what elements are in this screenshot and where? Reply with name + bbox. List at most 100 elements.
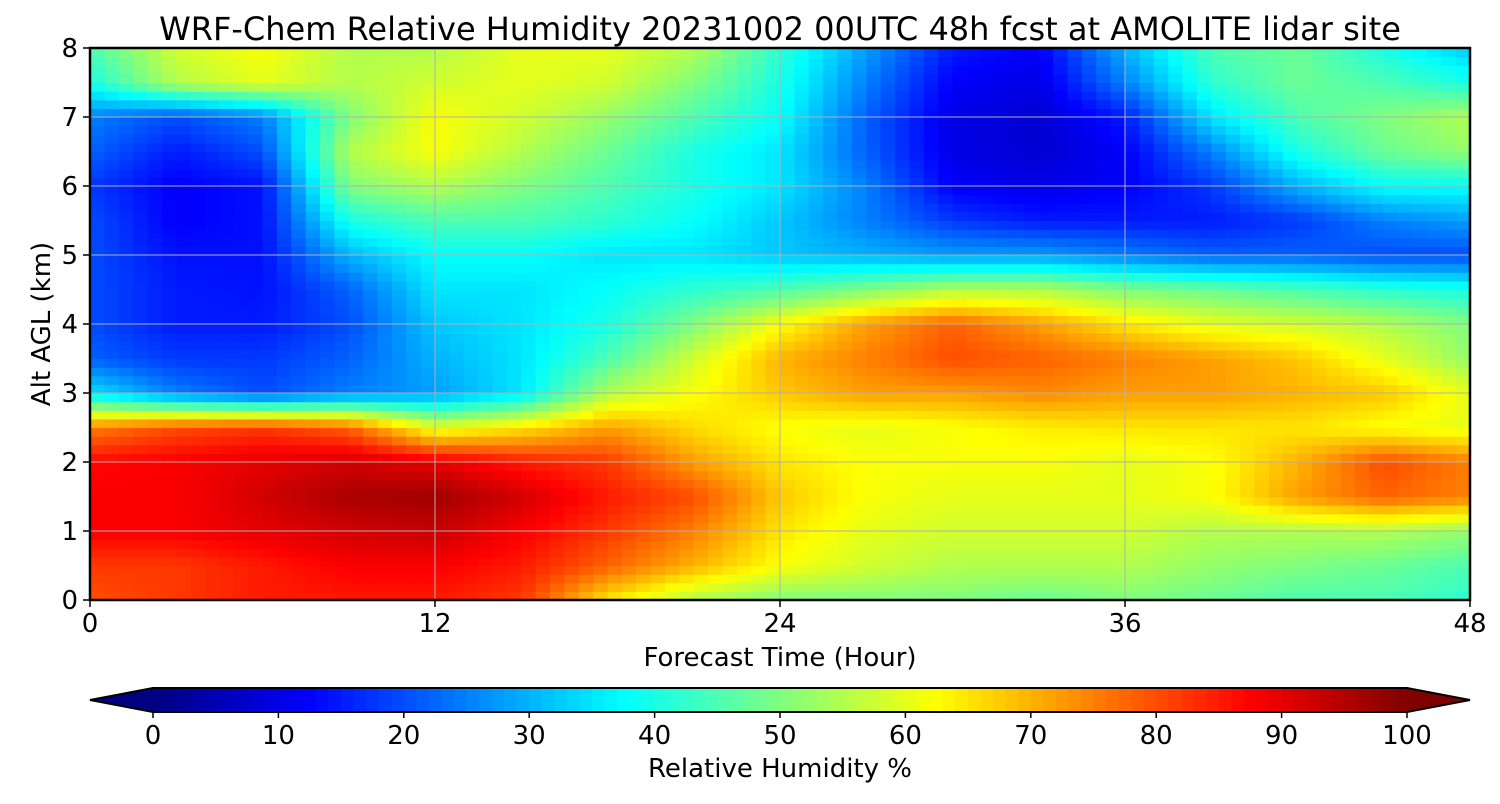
heatmap-cell	[190, 349, 206, 360]
heatmap-cell	[90, 548, 105, 558]
heatmap-cell	[1182, 280, 1198, 291]
heatmap-cell	[923, 410, 939, 420]
heatmap-cell	[90, 298, 105, 308]
heatmap-cell	[909, 436, 925, 446]
heatmap-cell	[305, 531, 321, 541]
heatmap-cell	[118, 470, 134, 480]
heatmap-cell	[1268, 186, 1284, 196]
heatmap-cell	[506, 436, 522, 446]
heatmap-cell	[621, 194, 637, 204]
heatmap-cell	[521, 255, 537, 265]
heatmap-cell	[665, 574, 680, 584]
heatmap-cell	[320, 548, 335, 558]
heatmap-cell	[305, 375, 321, 385]
heatmap-cell	[751, 332, 767, 342]
heatmap-cell	[808, 298, 824, 308]
heatmap-cell	[1398, 505, 1414, 515]
heatmap-cell	[147, 513, 163, 523]
heatmap-cell	[363, 418, 379, 429]
heatmap-cell	[851, 186, 867, 196]
heatmap-cell	[650, 556, 666, 567]
heatmap-cell	[693, 358, 709, 368]
heatmap-cell	[1038, 280, 1054, 291]
heatmap-cell	[535, 384, 551, 394]
heatmap-cell	[1024, 246, 1040, 256]
heatmap-cell	[1182, 487, 1198, 498]
heatmap-cell	[363, 280, 379, 291]
heatmap-cell	[866, 263, 882, 273]
heatmap-cell	[895, 427, 910, 437]
heatmap-cell	[435, 203, 450, 213]
heatmap-cell	[1426, 479, 1442, 489]
heatmap-cell	[1326, 384, 1342, 394]
heatmap-cell	[406, 220, 422, 230]
heatmap-cell	[765, 531, 781, 541]
heatmap-cell	[550, 324, 565, 334]
heatmap-cell	[1268, 444, 1284, 454]
heatmap-cell	[90, 349, 105, 360]
heatmap-cell	[291, 487, 307, 498]
heatmap-cell	[176, 539, 192, 549]
heatmap-cell	[1268, 462, 1284, 472]
heatmap-cell	[1196, 306, 1212, 316]
heatmap-cell	[161, 513, 177, 523]
heatmap-cell	[1383, 229, 1399, 239]
heatmap-cell	[190, 427, 206, 437]
heatmap-cell	[1268, 237, 1284, 247]
heatmap-cell	[1254, 255, 1270, 265]
heatmap-cell	[823, 280, 839, 291]
heatmap-cell	[320, 444, 335, 454]
heatmap-cell	[449, 151, 465, 161]
heatmap-cell	[334, 436, 350, 446]
heatmap-cell	[406, 341, 422, 351]
heatmap-cell	[1297, 194, 1313, 204]
heatmap-cell	[1225, 349, 1241, 360]
heatmap-cell	[463, 556, 479, 567]
heatmap-cell	[1441, 513, 1457, 523]
heatmap-cell	[1067, 496, 1083, 506]
heatmap-cell	[492, 565, 508, 575]
heatmap-cell	[406, 470, 422, 480]
heatmap-cell	[535, 574, 551, 584]
heatmap-cell	[593, 410, 609, 420]
heatmap-cell	[1139, 565, 1155, 575]
heatmap-cell	[550, 565, 565, 575]
heatmap-cell	[837, 444, 853, 454]
heatmap-cell	[205, 436, 220, 446]
heatmap-cell	[478, 505, 494, 515]
heatmap-cell	[751, 384, 767, 394]
heatmap-cell	[1110, 160, 1126, 170]
heatmap-cell	[621, 462, 637, 472]
heatmap-cell	[952, 367, 968, 377]
heatmap-cell	[334, 367, 350, 377]
heatmap-cell	[391, 513, 407, 523]
heatmap-cell	[377, 462, 393, 472]
heatmap-cell	[866, 453, 882, 463]
heatmap-cell	[1139, 211, 1155, 222]
heatmap-cell	[1254, 556, 1270, 567]
heatmap-cell	[1182, 556, 1198, 567]
heatmap-cell	[1268, 220, 1284, 230]
heatmap-cell	[1125, 582, 1140, 592]
heatmap-cell	[966, 427, 982, 437]
heatmap-cell	[1153, 582, 1169, 592]
heatmap-cell	[147, 548, 163, 558]
heatmap-cell	[305, 298, 321, 308]
heatmap-cell	[722, 513, 738, 523]
heatmap-cell	[90, 168, 105, 178]
heatmap-cell	[823, 375, 839, 385]
heatmap-cell	[621, 255, 637, 265]
heatmap-cell	[435, 367, 450, 377]
heatmap-cell	[1038, 384, 1054, 394]
heatmap-cell	[1254, 462, 1270, 472]
heatmap-cell	[665, 548, 680, 558]
heatmap-cell	[363, 229, 379, 239]
heatmap-cell	[1398, 211, 1414, 222]
heatmap-cell	[363, 582, 379, 592]
heatmap-cell	[435, 229, 450, 239]
heatmap-cell	[679, 211, 695, 222]
heatmap-cell	[1268, 332, 1284, 342]
heatmap-cell	[176, 513, 192, 523]
heatmap-cell	[780, 556, 795, 567]
